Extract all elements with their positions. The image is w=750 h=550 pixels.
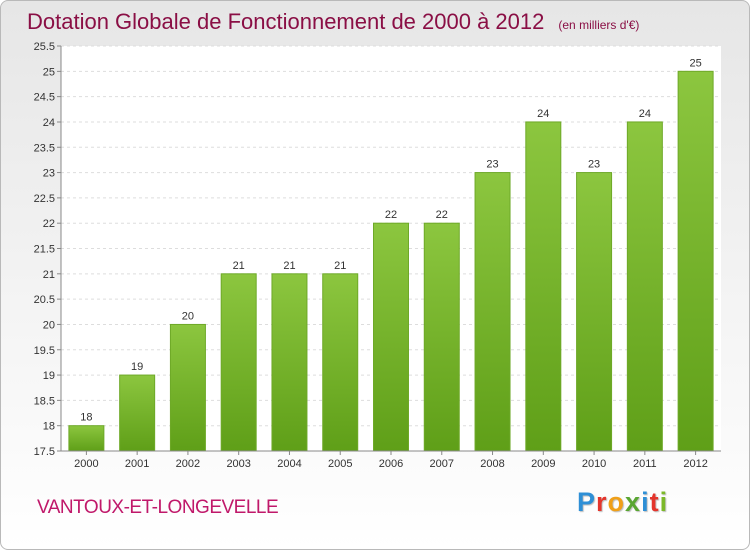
bar-2001 xyxy=(119,374,156,452)
commune-name: VANTOUX-ET-LONGEVELLE xyxy=(37,497,279,518)
y-tick-label: 22.5 xyxy=(34,193,55,205)
logo-letter: P xyxy=(577,487,597,517)
bar-value-label: 23 xyxy=(588,159,600,171)
bar-value-label: 21 xyxy=(233,260,245,272)
bar-2008 xyxy=(474,172,511,452)
bar-2011 xyxy=(626,121,663,452)
bar-2003 xyxy=(220,273,257,452)
y-tick-label: 23.5 xyxy=(34,142,55,154)
logo-letter: i xyxy=(641,487,650,517)
bar-2000 xyxy=(68,425,105,452)
y-tick-label: 17.5 xyxy=(34,446,55,458)
y-tick-label: 21 xyxy=(43,269,55,281)
chart-title: Dotation Globale de Fonctionnement de 20… xyxy=(27,9,639,35)
bar-value-label: 20 xyxy=(182,310,194,322)
bar-value-label: 22 xyxy=(385,209,397,221)
bar-value-label: 24 xyxy=(537,108,549,120)
proxiti-logo: Proxiti xyxy=(577,487,668,518)
chart-title-text: Dotation Globale de Fonctionnement de 20… xyxy=(27,9,545,34)
x-tick-label: 2012 xyxy=(683,458,707,470)
x-tick-label: 2002 xyxy=(176,458,200,470)
y-tick-label: 20 xyxy=(43,319,55,331)
bar-2006 xyxy=(373,222,409,452)
y-tick-label: 25.5 xyxy=(34,41,55,53)
bar-value-label: 18 xyxy=(80,412,92,424)
y-tick-label: 19 xyxy=(43,370,55,382)
logo-letter: x xyxy=(625,487,642,517)
y-tick-label: 25 xyxy=(43,66,55,78)
chart-unit: (en milliers d'€) xyxy=(558,18,640,32)
logo-letter: o xyxy=(607,487,626,517)
logo-letter: t xyxy=(649,487,660,517)
x-tick-label: 2011 xyxy=(633,458,657,470)
x-tick-label: 2009 xyxy=(531,458,555,470)
bar-2007 xyxy=(423,222,460,452)
x-tick-label: 2001 xyxy=(125,458,149,470)
x-tick-label: 2008 xyxy=(480,458,504,470)
y-tick-label: 19.5 xyxy=(34,345,55,357)
y-tick-label: 23 xyxy=(43,168,55,180)
x-axis: 2000 2001 2002 2003 2004 2005 2006 2007 2008 2009… xyxy=(61,450,721,470)
y-tick-label: 21.5 xyxy=(34,244,55,256)
bar-2010 xyxy=(576,172,613,452)
logo-letter: r xyxy=(596,487,608,517)
x-tick-label: 2006 xyxy=(379,458,403,470)
bar-2009 xyxy=(525,121,562,452)
bar-value-label: 21 xyxy=(283,260,295,272)
x-tick-label: 2010 xyxy=(582,458,606,470)
y-tick-label: 24 xyxy=(43,117,55,129)
x-tick-label: 2007 xyxy=(430,458,454,470)
bar-value-label: 22 xyxy=(436,209,448,221)
y-tick-label: 22 xyxy=(43,218,55,230)
x-tick-label: 2000 xyxy=(74,458,98,470)
bar-value-label: 24 xyxy=(639,108,651,120)
bar-value-label: 19 xyxy=(131,361,143,373)
y-axis: 17.5 18 18.5 19 19.5 20 20.5 21 21.5 22 22.5 23 23.5… xyxy=(34,41,62,458)
logo-letter: i xyxy=(659,487,669,517)
y-tick-label: 18.5 xyxy=(34,395,55,407)
bar-2002 xyxy=(169,323,206,452)
bar-value-label: 25 xyxy=(689,57,701,69)
y-tick-label: 18 xyxy=(43,421,55,433)
bar-2005 xyxy=(322,273,359,452)
bar-value-label: 21 xyxy=(334,260,346,272)
y-tick-label: 20.5 xyxy=(34,294,55,306)
x-tick-label: 2003 xyxy=(226,458,250,470)
bars: 18 19 20 21 21 21 22 22 23 24 23 24 25 xyxy=(68,57,714,452)
x-tick-label: 2004 xyxy=(277,458,301,470)
y-tick-label: 24.5 xyxy=(34,92,55,104)
bar-value-label: 23 xyxy=(486,159,498,171)
bar-2012 xyxy=(677,70,714,452)
x-tick-label: 2005 xyxy=(328,458,352,470)
bar-2004 xyxy=(271,273,308,452)
